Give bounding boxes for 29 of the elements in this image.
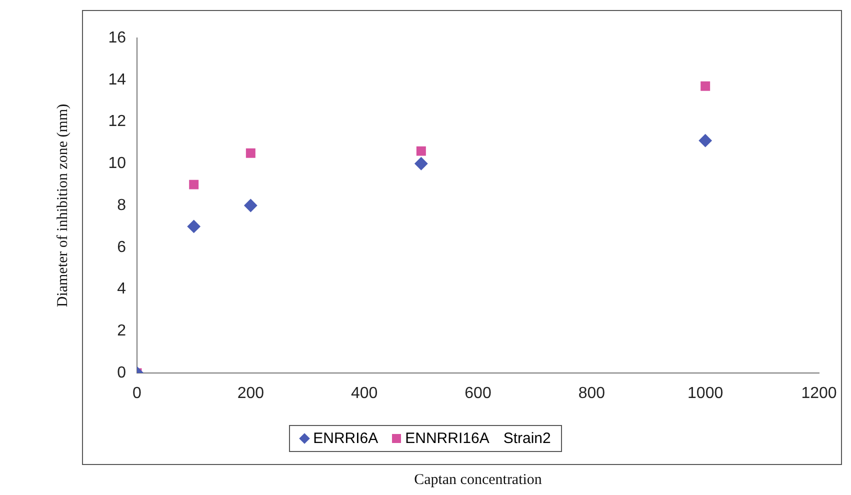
point <box>698 134 712 148</box>
x-axis-title: Captan concentration <box>414 472 542 488</box>
text: Strain2 <box>503 430 551 447</box>
y-tick-label: 12 <box>108 113 126 130</box>
legend-label: ENRRI6A <box>313 430 378 447</box>
y-tick-label: 6 <box>117 238 126 256</box>
point <box>244 199 258 212</box>
y-tick-label: 10 <box>108 155 126 172</box>
point <box>700 81 710 91</box>
y-tick-label: 0 <box>117 364 126 382</box>
x-tick-label: 0 <box>132 385 142 402</box>
legend-label: ENNRRI16A <box>405 430 490 447</box>
y-axis-title: Diameter of inhibition zone (mm) <box>54 104 71 308</box>
x-tick-label: 600 <box>464 385 492 402</box>
x-tick-label: 1200 <box>801 385 837 402</box>
point <box>189 180 199 190</box>
point <box>187 220 200 233</box>
point <box>416 146 426 156</box>
x-tick-label: 800 <box>578 385 606 402</box>
y-tick-label: 8 <box>117 196 126 214</box>
y-tick-label: 14 <box>108 71 126 88</box>
point <box>246 148 256 158</box>
point <box>414 157 428 170</box>
x-tick-label: 1000 <box>688 385 724 402</box>
y-tick-label: 4 <box>117 280 126 298</box>
y-tick-label: 2 <box>117 322 126 340</box>
x-tick-label: 400 <box>350 385 378 402</box>
x-tick-label: 200 <box>237 385 264 402</box>
y-tick-label: 16 <box>108 29 126 46</box>
